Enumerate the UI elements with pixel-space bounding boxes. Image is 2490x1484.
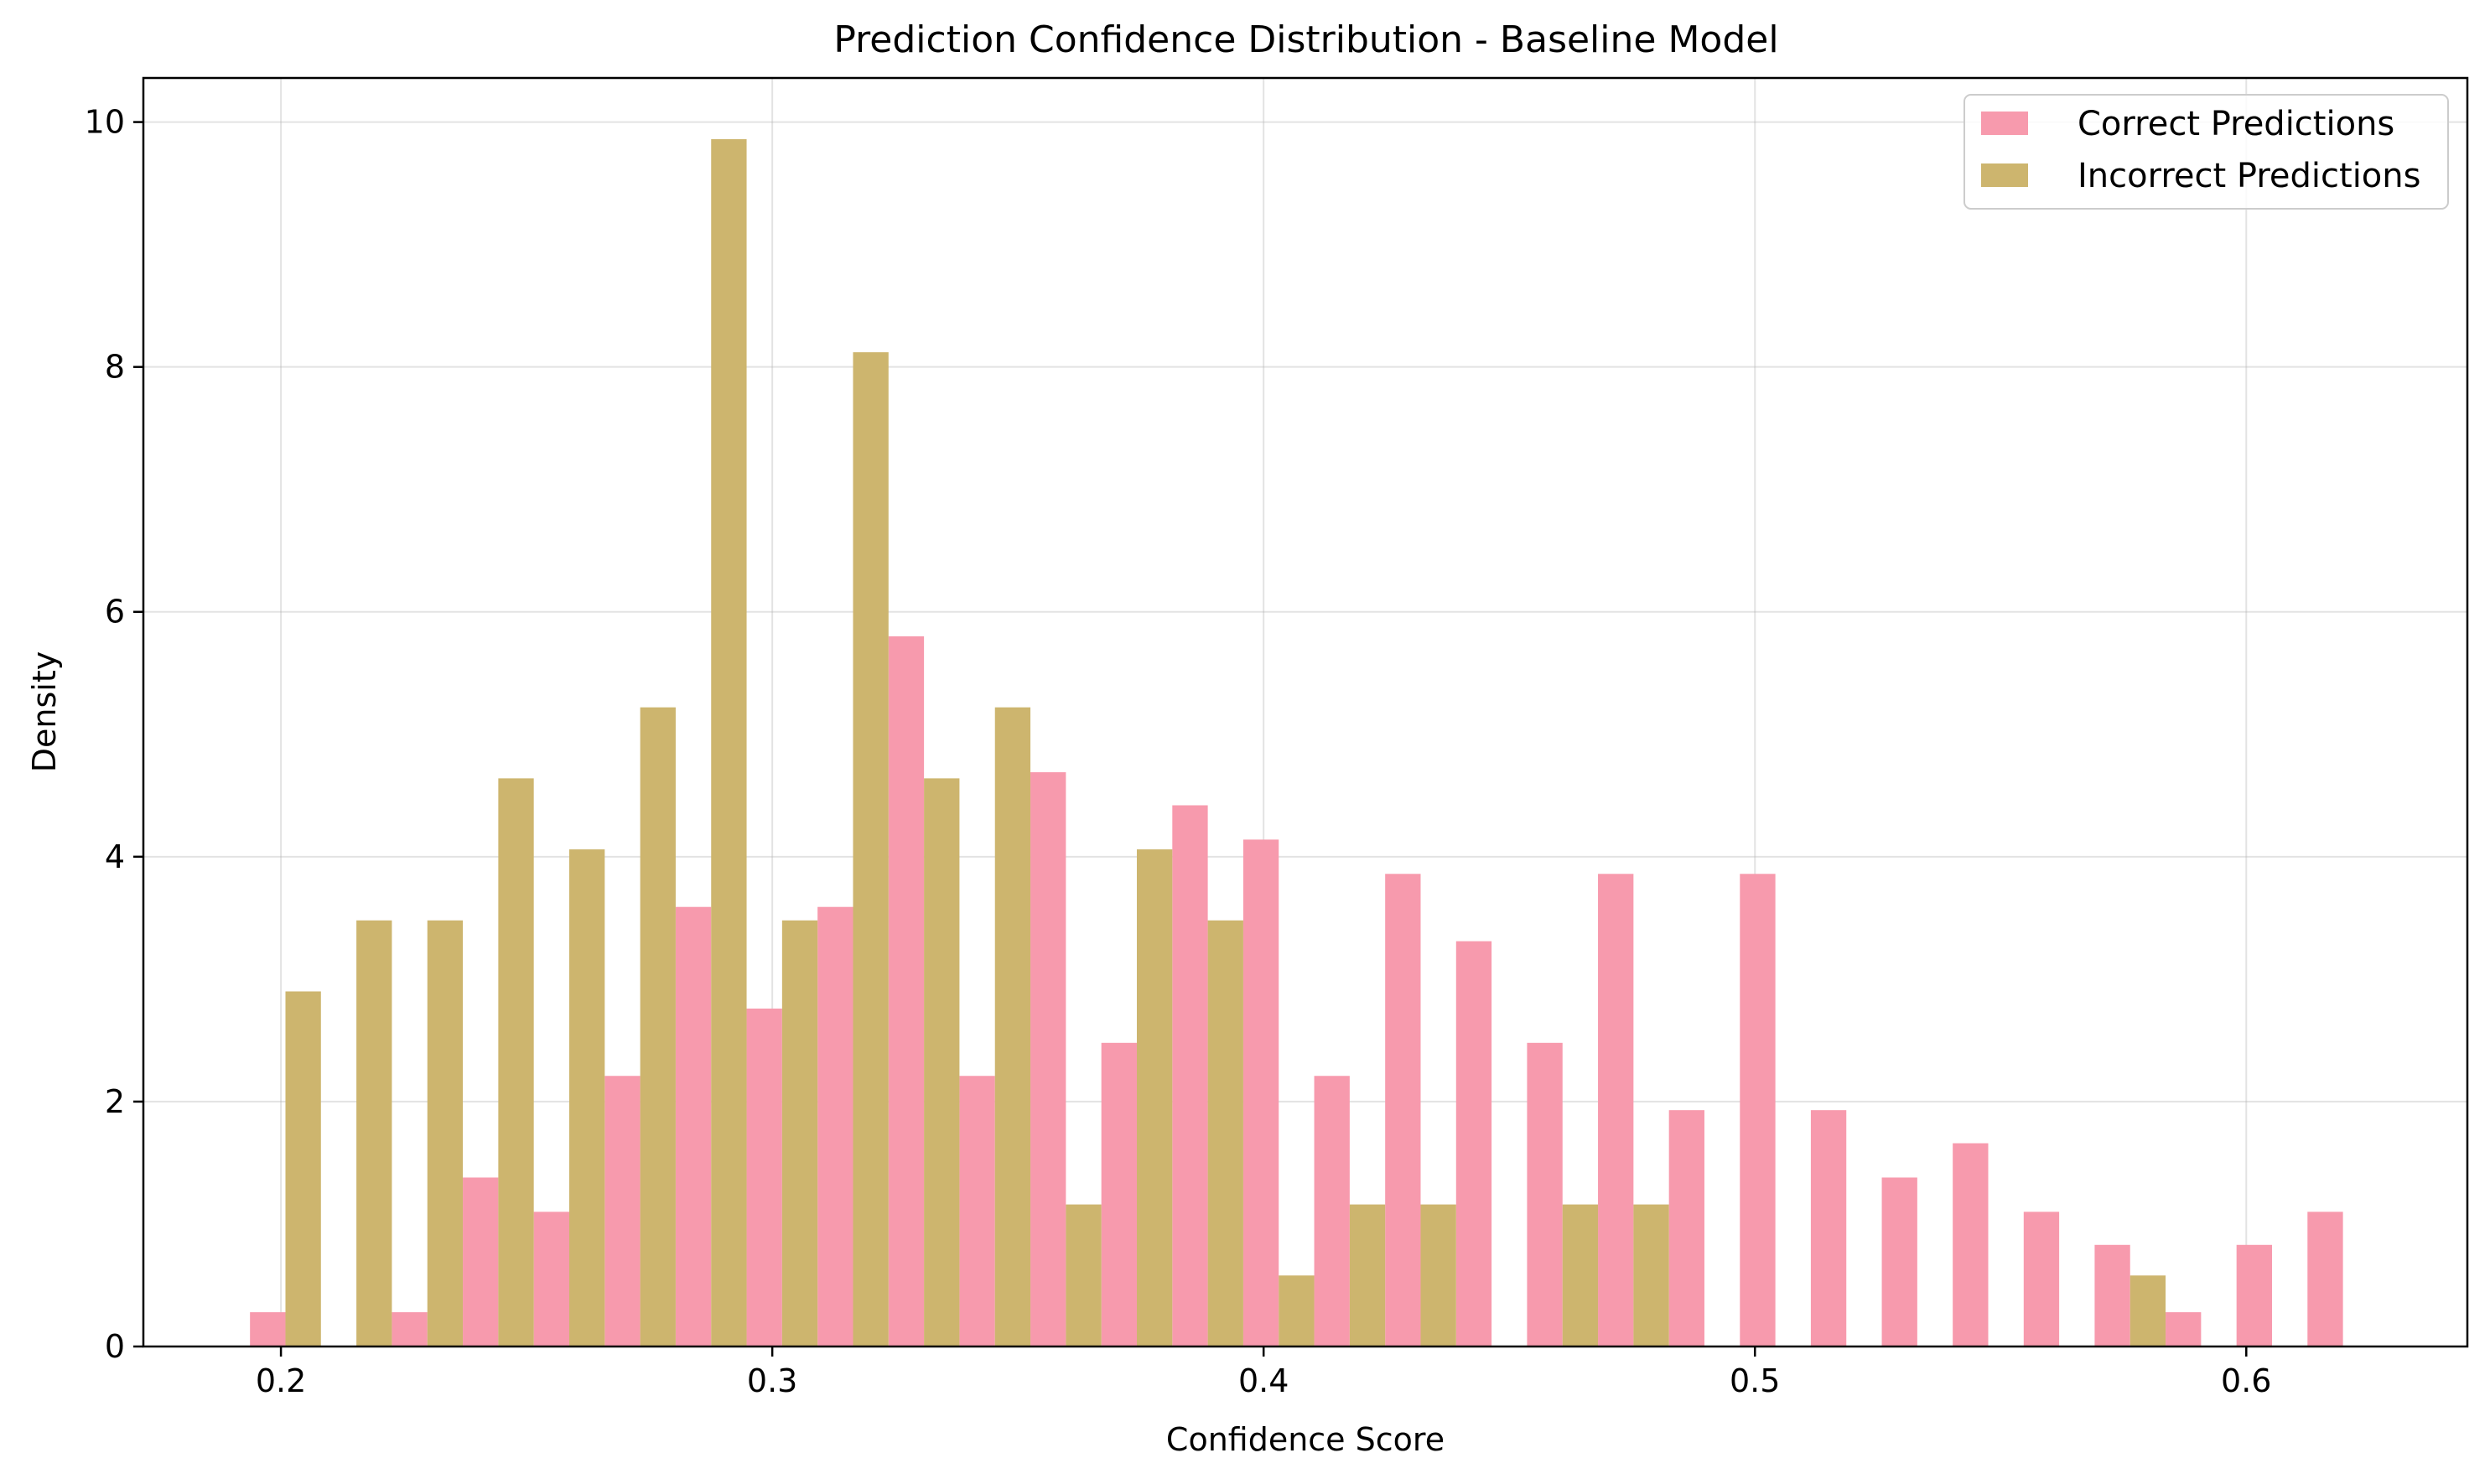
y-tick-label: 10: [85, 104, 125, 141]
bar-correct-predictions: [1030, 772, 1066, 1346]
bar-incorrect-predictions: [781, 920, 818, 1346]
bar-incorrect-predictions: [1207, 920, 1243, 1346]
y-tick-label: 4: [105, 838, 125, 875]
bar-incorrect-predictions: [427, 920, 464, 1346]
bar-correct-predictions: [392, 1312, 428, 1346]
ticks-layer: 0.2 0.3 0.4 0.5 0.6 0 2 4 6 8 10: [85, 104, 2272, 1399]
bar-incorrect-predictions: [498, 778, 534, 1346]
bar-incorrect-predictions: [1562, 1204, 1599, 1346]
x-tick-label: 0.4: [1238, 1362, 1289, 1399]
bar-incorrect-predictions: [1633, 1204, 1669, 1346]
legend-swatch-correct: [1981, 112, 2028, 135]
y-tick-label: 6: [105, 594, 125, 630]
bar-incorrect-predictions: [356, 920, 392, 1346]
bar-correct-predictions: [2307, 1212, 2343, 1346]
bar-correct-predictions: [1242, 839, 1279, 1346]
bar-correct-predictions: [463, 1177, 499, 1346]
x-tick-label: 0.3: [747, 1362, 797, 1399]
y-tick-label: 8: [105, 349, 125, 386]
bar-correct-predictions: [1598, 874, 1634, 1346]
bar-incorrect-predictions: [1066, 1204, 1102, 1346]
bar-incorrect-predictions: [711, 139, 747, 1346]
plot-frame: [142, 76, 2469, 1348]
bar-correct-predictions: [1455, 941, 1492, 1346]
bar-incorrect-predictions: [853, 352, 889, 1346]
bar-correct-predictions: [1810, 1110, 1847, 1346]
bar-correct-predictions: [1740, 874, 1776, 1346]
bar-incorrect-predictions: [1279, 1275, 1315, 1346]
bars-layer: [250, 139, 2343, 1346]
bar-correct-predictions: [1668, 1110, 1704, 1346]
bar-correct-predictions: [1881, 1177, 1917, 1346]
bar-correct-predictions: [604, 1076, 641, 1346]
bar-correct-predictions: [1172, 805, 1208, 1346]
bar-correct-predictions: [2166, 1312, 2202, 1346]
bar-correct-predictions: [1527, 1042, 1563, 1346]
bar-incorrect-predictions: [1349, 1204, 1386, 1346]
bar-incorrect-predictions: [924, 778, 960, 1346]
bar-correct-predictions: [250, 1312, 286, 1346]
bar-incorrect-predictions: [285, 991, 321, 1346]
bar-incorrect-predictions: [640, 707, 676, 1346]
bar-incorrect-predictions: [1420, 1204, 1456, 1346]
bar-correct-predictions: [959, 1076, 995, 1346]
legend-swatch-incorrect: [1981, 163, 2028, 187]
x-tick-label: 0.6: [2221, 1362, 2271, 1399]
bar-incorrect-predictions: [994, 707, 1031, 1346]
bar-correct-predictions: [533, 1212, 569, 1346]
bar-correct-predictions: [1101, 1042, 1137, 1346]
legend-label-incorrect: Incorrect Predictions: [2078, 157, 2420, 195]
x-tick-label: 0.5: [1730, 1362, 1780, 1399]
bar-correct-predictions: [1314, 1076, 1350, 1346]
bar-incorrect-predictions: [2129, 1275, 2166, 1346]
bar-correct-predictions: [888, 636, 925, 1346]
bar-incorrect-predictions: [568, 849, 605, 1346]
legend: Correct Predictions Incorrect Prediction…: [1963, 94, 2449, 210]
x-tick-label: 0.2: [256, 1362, 306, 1399]
bar-correct-predictions: [817, 906, 853, 1346]
y-axis-label: Density: [26, 651, 63, 772]
bar-correct-predictions: [2094, 1244, 2130, 1346]
bar-correct-predictions: [2023, 1212, 2060, 1346]
legend-box: [1963, 94, 2449, 210]
bar-correct-predictions: [2236, 1244, 2272, 1346]
bar-correct-predictions: [675, 906, 712, 1346]
bar-correct-predictions: [1385, 874, 1421, 1346]
y-tick-label: 0: [105, 1328, 125, 1365]
bar-correct-predictions: [746, 1008, 782, 1346]
legend-label-correct: Correct Predictions: [2078, 105, 2394, 143]
chart-title: Prediction Confidence Distribution - Bas…: [833, 18, 1778, 61]
bar-incorrect-predictions: [1136, 849, 1173, 1346]
y-tick-label: 2: [105, 1083, 125, 1120]
bar-correct-predictions: [1953, 1143, 1989, 1346]
x-axis-label: Confidence Score: [1166, 1421, 1445, 1458]
